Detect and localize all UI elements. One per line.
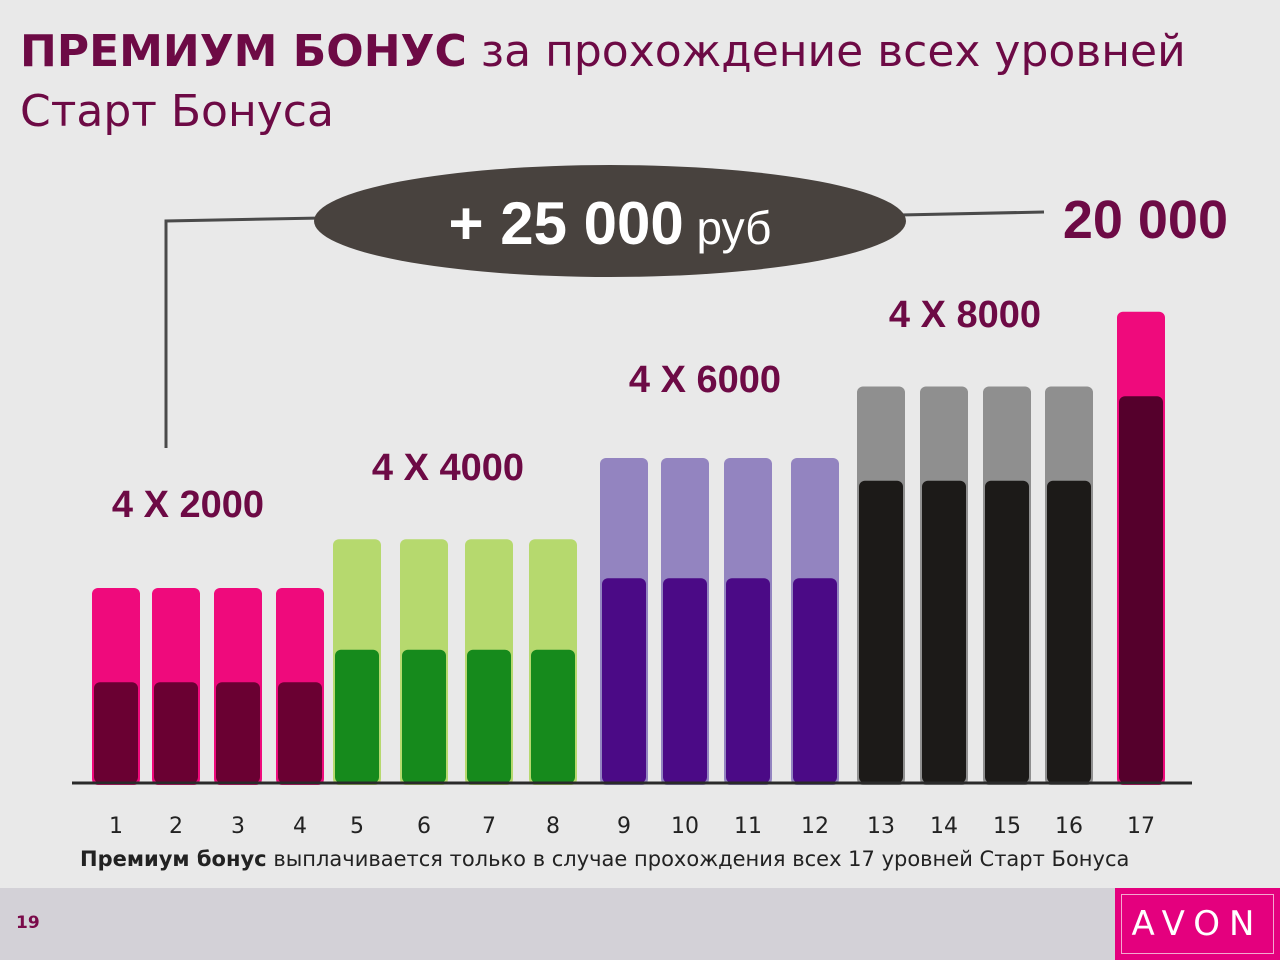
bar-inner-6 xyxy=(402,649,446,783)
bar-inner-4 xyxy=(278,682,322,783)
bonus-amount-text: + 25 000 руб xyxy=(449,190,772,257)
bar-inner-3 xyxy=(216,682,260,783)
avon-logo: AVON xyxy=(1115,888,1280,960)
x-tick-label-2: 2 xyxy=(169,814,183,839)
title-rest: за прохождение всех уровней Старт Бонуса xyxy=(20,26,1186,137)
bar-inner-7 xyxy=(467,649,511,783)
bar-inner-17 xyxy=(1119,396,1163,783)
bar-inner-11 xyxy=(726,578,770,783)
bar-inner-10 xyxy=(663,578,707,783)
bar-inner-5 xyxy=(335,649,379,783)
x-tick-label-16: 16 xyxy=(1055,814,1083,839)
footnote-rest: выплачивается только в случае прохождени… xyxy=(266,847,1130,871)
footnote-bold: Премиум бонус xyxy=(80,847,267,871)
x-tick-label-9: 9 xyxy=(617,814,631,839)
avon-logo-text: AVON xyxy=(1121,894,1274,954)
bar-inner-1 xyxy=(94,682,138,783)
x-tick-label-8: 8 xyxy=(546,814,560,839)
bonus-amount: + 25 000 xyxy=(449,190,684,257)
footnote: Премиум бонус выплачивается только в слу… xyxy=(80,844,1200,874)
x-tick-label-3: 3 xyxy=(231,814,245,839)
slide-title: ПРЕМИУМ БОНУС за прохождение всех уровне… xyxy=(20,22,1260,142)
bar-inner-15 xyxy=(985,480,1029,783)
x-tick-label-5: 5 xyxy=(350,814,364,839)
bar-inner-12 xyxy=(793,578,837,783)
page-number: 19 xyxy=(16,913,40,933)
group-label-1: 4 X 2000 xyxy=(112,484,264,526)
connector-right xyxy=(899,210,1045,217)
x-tick-label-11: 11 xyxy=(734,814,762,839)
x-tick-label-13: 13 xyxy=(867,814,895,839)
group-label-2: 4 X 4000 xyxy=(372,447,524,489)
footer-band xyxy=(0,888,1115,960)
chart: + 25 000 руб 20 000 1 2 3 4 5 6 7 8 9 10 11 12 13 14 1… xyxy=(72,165,1228,839)
x-tick-label-17: 17 xyxy=(1127,814,1155,839)
title-bold: ПРЕМИУМ БОНУС xyxy=(20,26,467,77)
x-tick-label-12: 12 xyxy=(801,814,829,839)
bar-inner-16 xyxy=(1047,480,1091,783)
x-tick-label-10: 10 xyxy=(671,814,699,839)
x-tick-label-6: 6 xyxy=(417,814,431,839)
connector-left xyxy=(164,216,323,448)
x-tick-label-4: 4 xyxy=(293,814,307,839)
bonus-ellipse xyxy=(314,165,906,277)
bar-inner-13 xyxy=(859,480,903,783)
x-tick-label-7: 7 xyxy=(482,814,496,839)
x-tick-label-15: 15 xyxy=(993,814,1021,839)
bar-inner-2 xyxy=(154,682,198,783)
x-tick-label-1: 1 xyxy=(109,814,123,839)
bar-inner-14 xyxy=(922,480,966,783)
x-tick-label-14: 14 xyxy=(930,814,958,839)
bonus-unit: руб xyxy=(684,202,772,254)
group-label-4: 4 X 8000 xyxy=(889,294,1041,336)
bar-inner-9 xyxy=(602,578,646,783)
group-label-3: 4 X 6000 xyxy=(629,359,781,401)
bars-layer xyxy=(92,311,1165,785)
bonus-extra: 20 000 xyxy=(1063,190,1228,250)
bar-inner-8 xyxy=(531,649,575,783)
